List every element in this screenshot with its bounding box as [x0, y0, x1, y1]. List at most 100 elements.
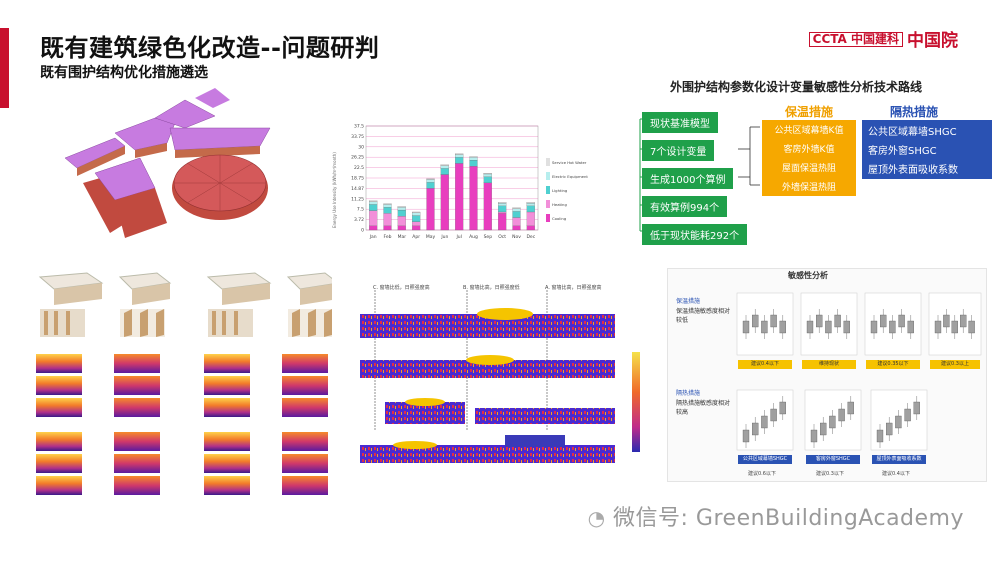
chart-bar-segment	[483, 182, 492, 231]
chart-bar-segment	[412, 225, 421, 231]
chart-y-tick: 11.25	[351, 196, 364, 202]
chart-legend-label: Electric Equipment	[552, 174, 588, 179]
heatmap-cell	[282, 476, 328, 495]
chart-bar-segment	[455, 154, 464, 158]
chart-y-tick: 26.25	[351, 155, 364, 161]
heatmap-cell	[204, 354, 250, 373]
chart-x-tick: Dec	[526, 234, 535, 240]
sensitivity-row2-desc: 隔热措施敏感度相对较高	[676, 400, 731, 416]
heatmap-cell	[36, 354, 82, 373]
insulation-heading: 保温措施	[785, 105, 834, 119]
chart-bar-segment	[498, 211, 507, 214]
boxplot-box	[895, 415, 902, 429]
chart-bar-segment	[440, 165, 449, 169]
chart-legend-label: Cooling	[552, 216, 567, 221]
heatmap-cell	[204, 476, 250, 495]
chart-bar-segment	[526, 202, 535, 204]
chart-bar-segment	[426, 182, 435, 189]
chart-x-tick: Jun	[440, 234, 448, 240]
chart-x-tick: Apr	[412, 234, 420, 240]
chart-y-tick: 18.75	[351, 176, 364, 182]
sensitivity-box-3: 建议0.35以下	[866, 360, 920, 369]
chart-bar-segment	[469, 157, 478, 161]
boxplot-box	[770, 314, 777, 328]
sensitivity-blue-3: 屋顶外表面吸收系数	[872, 455, 926, 464]
elevation-marker-b: B. 窗墙比高，日照强度低	[463, 285, 520, 291]
heatmap-cell	[114, 454, 160, 473]
heatmap-cell	[114, 354, 160, 373]
chart-bar-segment	[498, 205, 507, 213]
sensitivity-blue-2: 客房外窗SHGC	[806, 455, 860, 464]
chart-x-tick: Oct	[498, 234, 506, 240]
boxplot-box	[870, 320, 878, 334]
chart-bar-segment	[412, 221, 421, 226]
boxplot-box	[820, 422, 827, 436]
chart-x-tick: Sep	[484, 234, 493, 240]
boxplot-box	[951, 320, 958, 334]
chart-bar-segment	[440, 174, 449, 231]
elevation-marker-a: A. 窗墙比高，日照强度高	[545, 285, 602, 291]
chart-x-tick: Nov	[512, 234, 521, 240]
heat-shield-heading: 隔热措施	[890, 105, 939, 119]
chart-bar-segment	[369, 225, 378, 231]
boxplot-box	[779, 401, 786, 415]
chart-legend-swatch	[546, 200, 550, 208]
boxplot-box	[779, 320, 786, 334]
boxplot-box	[816, 314, 823, 328]
boxplot-box	[968, 320, 975, 334]
chart-bar-segment	[498, 202, 507, 204]
boxplot-box	[904, 408, 911, 422]
chart-bar-segment	[397, 225, 406, 231]
boxplot-box	[806, 320, 814, 334]
boxplot-box	[880, 314, 887, 328]
heatmap-cell	[204, 376, 250, 395]
chart-bar-segment	[498, 202, 507, 206]
heatmap-cell	[36, 476, 82, 495]
boxplot-box	[742, 429, 750, 443]
chart-bar-segment	[512, 211, 521, 218]
chart-bar-segment	[526, 225, 535, 231]
chart-x-tick: Mar	[398, 234, 407, 240]
chart-y-axis-label: Energy Use Intensity (kWh/m²/month)	[332, 152, 337, 228]
heatmap-cell	[282, 354, 328, 373]
chart-bar-segment	[383, 207, 392, 214]
sensitivity-title: 敏感性分析	[788, 271, 828, 280]
chart-legend-swatch	[546, 172, 550, 180]
chart-x-tick: Aug	[469, 234, 478, 240]
heatmap-cell	[36, 398, 82, 417]
chart-bar-segment	[483, 173, 492, 175]
route-title: 外围护结构参数化设计变量敏感性分析技术路线	[670, 80, 923, 94]
chart-bar-segment	[455, 157, 464, 164]
chart-bar-segment	[455, 163, 464, 231]
boxplot-box	[886, 422, 893, 436]
route-flowchart: 现状基准模型 7个设计变量 生成1000个算例 有效算例994个 低于现状能耗2…	[630, 95, 992, 255]
chart-x-tick: Jan	[369, 234, 377, 240]
boxplot-box	[889, 320, 896, 334]
heatmap-cell	[114, 398, 160, 417]
heat-shield-item-1: 公共区域幕墙SHGC	[862, 120, 992, 141]
chart-bar-segment	[512, 207, 521, 209]
chart-bar-segment	[383, 213, 392, 226]
page-title: 既有建筑绿色化改造--问题研判	[40, 34, 380, 62]
wall-section-images	[32, 265, 340, 345]
route-step-3: 生成1000个算例	[642, 168, 734, 189]
heatmap-cell	[36, 376, 82, 395]
chart-legend-label: Lighting	[552, 188, 568, 193]
heatmap-cell	[282, 376, 328, 395]
building-elevations: C. 窗墙比低，日照强度高 B. 窗墙比高，日照强度低 A. 窗墙比高，日照强度…	[355, 270, 655, 470]
chart-bar-segment	[426, 179, 435, 183]
heatmap-cell	[204, 432, 250, 451]
heatmap-cell	[204, 398, 250, 417]
boxplot-box	[742, 320, 750, 334]
chart-bar-segment	[512, 208, 521, 212]
boxplot-box	[943, 314, 950, 328]
boxplot-box	[829, 415, 836, 429]
heatmap-cell	[282, 398, 328, 417]
chart-bar-segment	[383, 204, 392, 208]
chart-bar-segment	[483, 176, 492, 183]
route-step-4: 有效算例994个	[642, 196, 728, 217]
chart-y-tick: 33.75	[351, 134, 364, 140]
heatmap-cell	[114, 476, 160, 495]
chart-bar-segment	[455, 153, 464, 155]
chart-bar-segment	[412, 211, 421, 213]
